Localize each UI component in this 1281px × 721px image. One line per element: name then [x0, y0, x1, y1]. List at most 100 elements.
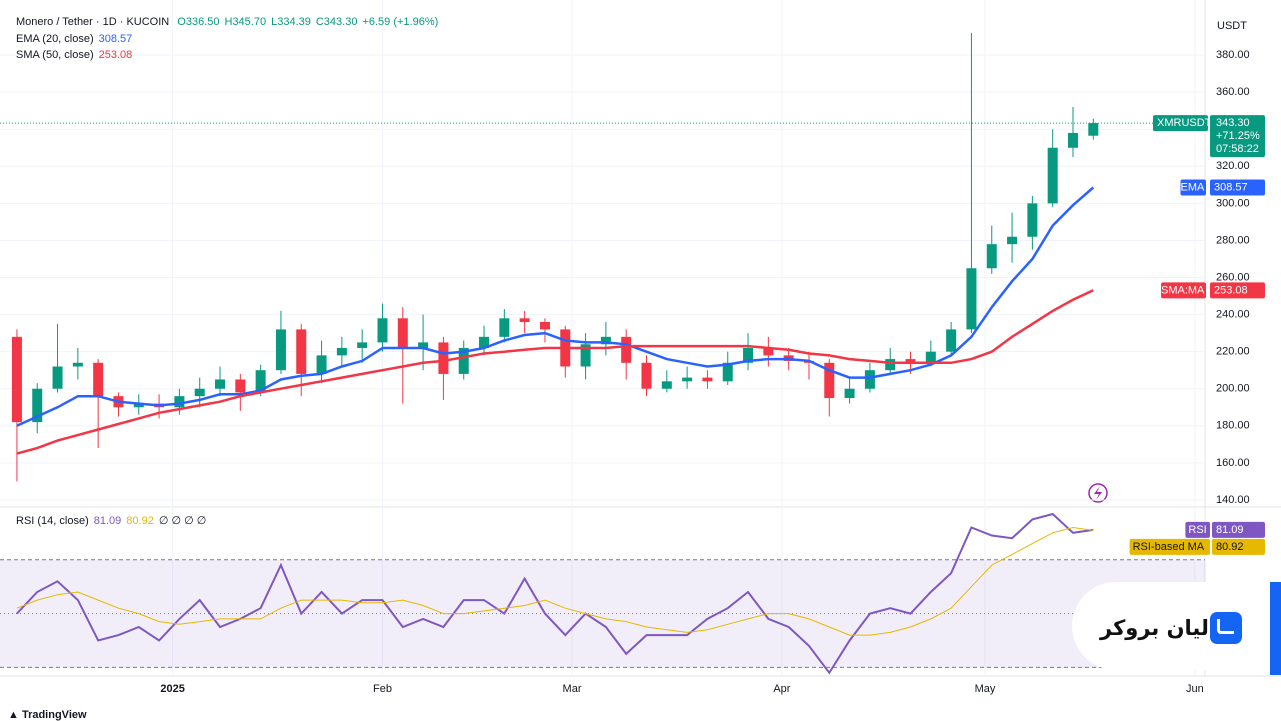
x-tick-label: 2025	[160, 683, 184, 695]
price-tag-text: 253.08	[1214, 284, 1248, 296]
candle-body	[966, 268, 977, 330]
candle-body	[133, 403, 144, 408]
candle-body	[336, 347, 347, 356]
sma-legend: SMA (50, close) 253.08	[16, 49, 137, 61]
y-tick-label: 200.00	[1216, 383, 1250, 395]
price-tag-text: XMRUSDT	[1157, 117, 1212, 129]
alert-icon[interactable]	[1088, 483, 1108, 503]
legend-value: 81.09	[93, 515, 122, 527]
candle-body	[52, 366, 63, 389]
candle-body	[11, 336, 22, 423]
candle-body	[418, 342, 429, 348]
watermark-icon	[1210, 612, 1242, 644]
price-tag	[1153, 115, 1208, 132]
price-tag-text: 343.30	[1216, 117, 1250, 129]
candle-body	[275, 329, 286, 371]
price-tag	[1210, 282, 1265, 299]
legend-name: SMA (50, close)	[16, 49, 94, 61]
indicator-tag-text: EMA	[1181, 181, 1206, 193]
y-tick-label: 260.00	[1216, 271, 1250, 283]
price-tag	[1210, 179, 1265, 196]
y-tick-label: 140.00	[1216, 494, 1250, 506]
candle-body	[722, 362, 733, 382]
candle-body	[885, 359, 896, 371]
price-tag	[1212, 521, 1265, 538]
price-tag-text: 80.92	[1216, 541, 1244, 553]
legend-value: 80.92	[126, 515, 154, 527]
ohlc: H345.70	[224, 16, 267, 28]
watermark-text: لیان بروکر	[1100, 616, 1209, 640]
footer-text: TradingView	[21, 709, 87, 721]
x-tick-label: Mar	[563, 683, 582, 695]
rsi-line	[16, 526, 1094, 636]
candle-body	[32, 388, 43, 423]
candle-body	[641, 362, 652, 389]
candle-body	[397, 318, 408, 348]
candle-body	[174, 396, 185, 408]
currency-label: USDT	[1217, 20, 1247, 32]
candle-body	[519, 318, 530, 323]
candle-body	[215, 379, 226, 389]
price-tag	[1212, 538, 1265, 555]
symbol-legend: Monero / Tether · 1D · KUCOIN O336.50 H34…	[16, 16, 443, 28]
indicator-tag	[1185, 521, 1210, 538]
legend-value: 308.57	[98, 33, 133, 45]
x-tick-label: May	[975, 683, 996, 695]
candle-body	[986, 244, 997, 269]
candle-body	[194, 388, 205, 397]
candle-body	[255, 370, 266, 393]
indicator-line	[16, 186, 1095, 427]
candle-body	[844, 388, 855, 399]
price-tag-text: 07:58:22	[1216, 143, 1259, 155]
ema-legend: EMA (20, close) 308.57	[16, 33, 137, 45]
y-tick-label: 360.00	[1216, 86, 1250, 98]
indicator-tag	[1129, 538, 1210, 555]
candle-body	[499, 318, 510, 337]
x-tick-label: Apr	[773, 683, 790, 695]
indicator-line	[16, 289, 1094, 455]
y-tick-label: 180.00	[1216, 420, 1250, 432]
y-tick-label: 380.00	[1216, 49, 1250, 61]
candle-body	[438, 342, 449, 374]
indicator-tag-text: SMA:MA	[1161, 284, 1205, 296]
price-tag	[1210, 115, 1265, 158]
candle-body	[357, 342, 368, 348]
ohlc: C343.30	[315, 16, 358, 28]
rsi-line	[16, 512, 1094, 675]
rsi-legend: RSI (14, close) 81.09 80.92 ∅ ∅ ∅ ∅	[16, 514, 211, 527]
candle-body	[93, 362, 104, 397]
candle-body	[702, 377, 713, 382]
candle-body	[1047, 147, 1058, 204]
watermark-box: لیان بروکر	[1072, 582, 1270, 670]
x-tick-label: Feb	[373, 683, 392, 695]
footer-logo: ▲ TradingView	[8, 709, 87, 721]
candle-body	[1067, 132, 1078, 148]
symbol-title: Monero / Tether · 1D · KUCOIN	[16, 16, 170, 28]
y-tick-label: 220.00	[1216, 346, 1250, 358]
candle-body	[682, 377, 693, 382]
price-tag-text: +71.25%	[1216, 130, 1260, 142]
indicator-tag-text: RSI	[1188, 524, 1206, 536]
indicator-tag	[1180, 179, 1206, 196]
legend-value: 253.08	[98, 49, 133, 61]
candle-body	[925, 351, 936, 363]
candle-body	[743, 347, 754, 363]
price-tag-text: 81.09	[1216, 524, 1244, 536]
watermark-bar	[1270, 582, 1281, 675]
candle-body	[296, 329, 307, 374]
candle-body	[72, 362, 83, 367]
candle-body	[600, 336, 611, 345]
candle-body	[661, 381, 672, 389]
y-tick-label: 240.00	[1216, 308, 1250, 320]
candle-body	[316, 355, 327, 374]
candle-body	[479, 336, 490, 348]
candle-body	[1088, 123, 1099, 136]
indicator-tag	[1161, 282, 1206, 299]
x-tick-label: Jun	[1186, 683, 1204, 695]
candle-body	[235, 379, 246, 393]
candle-body	[1027, 203, 1038, 237]
price-tag-text: 308.57	[1214, 181, 1248, 193]
ohlc: L334.39	[271, 16, 311, 28]
